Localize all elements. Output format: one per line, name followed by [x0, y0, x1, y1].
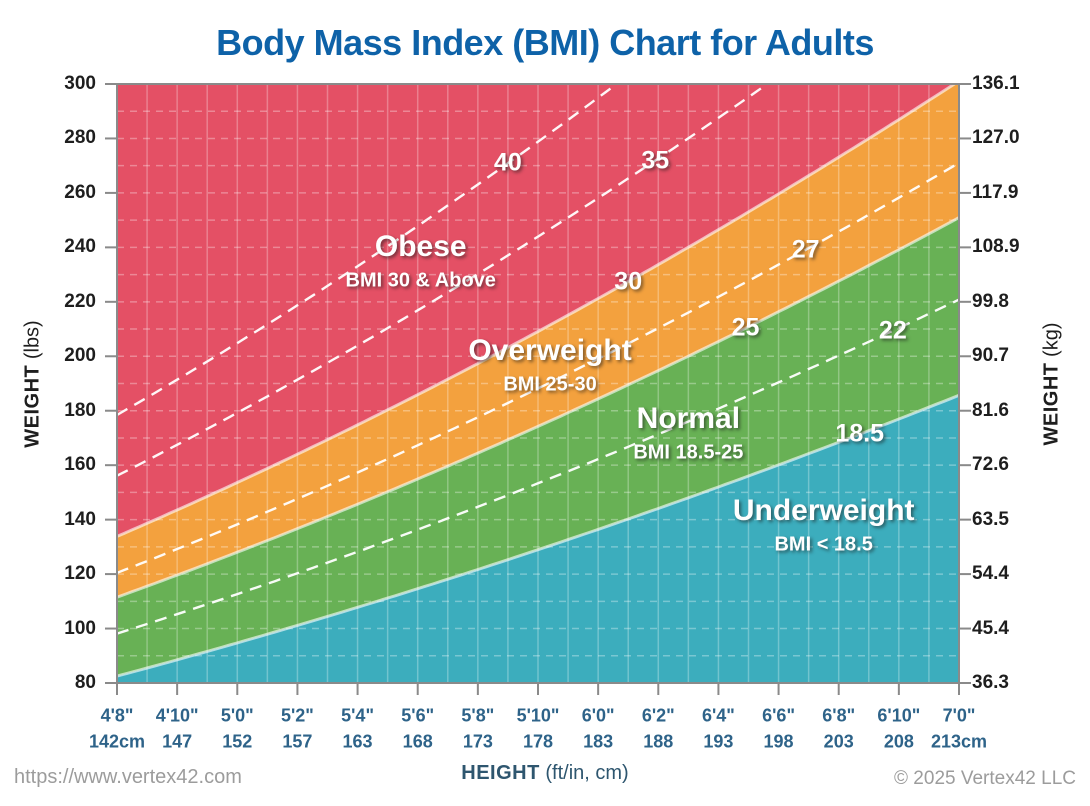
x-axis-title-text: HEIGHT: [461, 762, 540, 784]
plot-area: [117, 84, 959, 683]
x-tick-cm-label: 193: [703, 731, 734, 752]
y-tick-kg-label: 81.6: [972, 399, 1009, 421]
region-boundary-30: [117, 84, 958, 538]
plot-border: [116, 83, 960, 684]
y-tick-lbs-label: 220: [64, 290, 96, 312]
region-underweight: [117, 395, 959, 683]
y-tick-kg-label: 45.4: [972, 617, 1009, 639]
axis-ticks: [105, 83, 971, 695]
x-tick-cm-label: 168: [402, 731, 433, 752]
x-tick-cm-label: 173: [462, 731, 493, 752]
x-tick-ftin-label: 6'4": [702, 705, 735, 726]
bmi-line-40: [117, 84, 619, 417]
y-tick-kg-label: 72.6: [972, 454, 1009, 476]
bmi-line-27: [117, 161, 959, 575]
chart-title: Body Mass Index (BMI) Chart for Adults: [216, 22, 874, 63]
region-boundary-18.5: [117, 393, 959, 678]
x-tick-cm-label: 198: [763, 731, 794, 752]
y-axis-title-kg: WEIGHT (kg): [1041, 322, 1064, 445]
region-sublabel-obese: BMI 30 & Above: [345, 269, 496, 292]
region-label-obese: Obese: [374, 230, 467, 264]
y-tick-kg-label: 136.1: [972, 73, 1020, 94]
y-tick-kg-label: 117.9: [972, 181, 1019, 203]
x-tick-ftin-label: 6'2": [641, 705, 675, 726]
x-tick-cm-label: 163: [342, 731, 373, 752]
region-sublabel-normal: BMI 18.5-25: [633, 441, 744, 464]
y-tick-kg-label: 36.3: [972, 672, 1009, 693]
bmi-line-label-25: 25: [731, 313, 760, 342]
x-tick-ftin-label: 7'0": [942, 705, 976, 726]
y-tick-lbs-label: 180: [64, 399, 96, 421]
x-tick-cm-label: 183: [583, 731, 614, 752]
x-tick-ftin-label: 5'6": [401, 705, 435, 726]
bmi-line-label-40: 40: [494, 148, 522, 177]
y-tick-lbs-label: 240: [64, 236, 96, 258]
x-tick-cm-label: 152: [222, 731, 253, 752]
y-tick-lbs-label: 140: [64, 508, 96, 530]
y-tick-lbs-label: 200: [64, 345, 96, 367]
y-axis-title-kg-unit: (kg): [1040, 322, 1063, 357]
y-tick-kg-label: 54.4: [972, 563, 1009, 585]
y-tick-lbs-label: 260: [64, 181, 96, 203]
x-tick-cm-label: 213cm: [930, 731, 988, 752]
x-axis-title-unit: (ft/in, cm): [545, 762, 629, 784]
y-tick-lbs-label: 160: [64, 454, 96, 476]
x-tick-ftin-label: 6'0": [581, 705, 615, 726]
bmi-line-35: [117, 84, 770, 477]
y-axis-title-kg-text: WEIGHT: [1040, 362, 1063, 446]
x-tick-cm-label: 157: [282, 731, 313, 752]
bmi-line-label-30: 30: [614, 267, 643, 296]
y-axis-title-lbs: WEIGHT (lbs): [22, 320, 45, 447]
bmi-line-22: [117, 298, 959, 635]
y-tick-lbs-label: 280: [64, 127, 96, 149]
bmi-line-label-27: 27: [791, 235, 820, 264]
region-obese: [117, 84, 955, 537]
x-tick-ftin-label: 6'8": [822, 705, 856, 726]
footer-copyright: © 2025 Vertex42 LLC: [894, 768, 1076, 789]
gridlines: [117, 84, 959, 683]
bmi-line-label-22: 22: [878, 316, 907, 345]
x-tick-ftin-label: 5'10": [516, 705, 560, 726]
region-sublabel-overweight: BMI 25-30: [503, 373, 597, 396]
y-tick-kg-label: 108.9: [972, 236, 1020, 258]
region-label-normal: Normal: [636, 401, 741, 435]
x-tick-cm-label: 147: [162, 731, 193, 752]
x-tick-ftin-label: 5'4": [341, 705, 374, 726]
region-sublabel-underweight: BMI < 18.5: [774, 533, 873, 556]
x-tick-ftin-label: 4'10": [155, 705, 199, 726]
bmi-line-label-18.5: 18.5: [835, 419, 885, 448]
y-tick-lbs-label: 80: [74, 672, 96, 693]
y-tick-lbs-label: 120: [64, 563, 96, 585]
y-tick-lbs-label: 100: [64, 617, 96, 639]
region-label-overweight: Overweight: [468, 333, 632, 367]
x-tick-ftin-label: 5'0": [220, 705, 254, 726]
footer-url: https://www.vertex42.com: [14, 766, 242, 788]
x-tick-ftin-label: 4'8": [100, 705, 134, 726]
y-tick-kg-label: 99.8: [972, 290, 1009, 312]
x-tick-cm-label: 188: [643, 731, 674, 752]
x-axis-title: HEIGHT (ft/in, cm): [0, 762, 1090, 785]
region-label-underweight: Underweight: [732, 494, 915, 528]
x-tick-cm-label: 142cm: [88, 731, 146, 752]
y-tick-kg-label: 63.5: [972, 508, 1009, 530]
x-tick-ftin-label: 6'6": [762, 705, 795, 726]
y-tick-kg-label: 90.7: [972, 345, 1009, 367]
region-boundary-25: [117, 216, 959, 599]
x-tick-cm-label: 208: [883, 731, 914, 752]
x-tick-cm-label: 178: [522, 731, 554, 752]
bmi-line-label-35: 35: [641, 146, 670, 175]
y-tick-kg-label: 127.0: [972, 127, 1020, 149]
x-tick-ftin-label: 6'10": [877, 705, 921, 726]
y-tick-lbs-label: 300: [64, 73, 96, 94]
x-tick-ftin-label: 5'8": [461, 705, 495, 726]
x-tick-cm-label: 203: [823, 731, 854, 752]
x-tick-ftin-label: 5'2": [281, 705, 314, 726]
